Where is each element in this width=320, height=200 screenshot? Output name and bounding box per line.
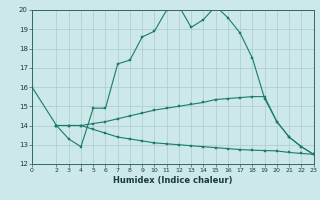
X-axis label: Humidex (Indice chaleur): Humidex (Indice chaleur) bbox=[113, 176, 233, 185]
